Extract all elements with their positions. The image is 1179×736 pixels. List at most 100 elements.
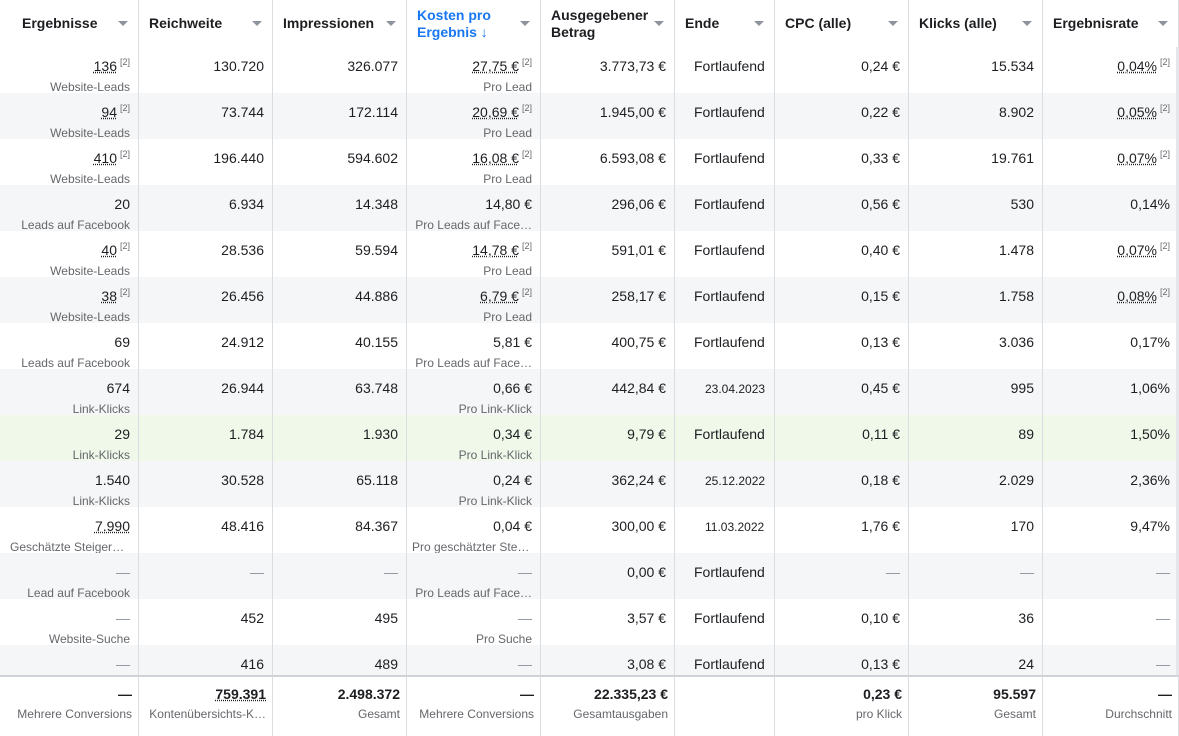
- cell-klicks-alle: 8.902: [909, 93, 1043, 139]
- cell-kosten-pro-ergebnis: 0,24 € Pro Link-Klick: [407, 461, 541, 508]
- cell-kosten-pro-ergebnis: — Pro Leads auf Face…: [407, 553, 541, 600]
- value-text: —: [1158, 686, 1172, 702]
- chevron-down-icon[interactable]: [520, 21, 530, 26]
- column-header-ende[interactable]: Ende: [675, 0, 775, 47]
- value-text[interactable]: 38: [101, 288, 117, 304]
- cell-sublabel: Pro Lead: [483, 310, 532, 324]
- value-text[interactable]: 6,79 €: [480, 288, 519, 304]
- table-row[interactable]: 136 [2] Website-Leads 130.720 326.077 27,75 €…: [0, 47, 1179, 94]
- table-row[interactable]: 38 [2] Website-Leads 26.456 44.886 6,79 € [2] P…: [0, 277, 1179, 324]
- table-row[interactable]: 69 Leads auf Facebook 24.912 40.155 5,81 € Pr…: [0, 323, 1179, 370]
- value-text[interactable]: 0,07%: [1117, 242, 1157, 258]
- value-text: 3,57 €: [627, 610, 666, 626]
- cell-value: 0,66 €: [493, 380, 532, 396]
- footer-ausgegebener-betrag: 22.335,23 € Gesamtausgaben: [541, 677, 675, 736]
- value-text[interactable]: 16,08 €: [472, 150, 519, 166]
- table-row[interactable]: 29 Link-Klicks 1.784 1.930 0,34 € Pro Link-Kl…: [0, 415, 1179, 462]
- footnote-marker[interactable]: [2]: [521, 57, 532, 67]
- chevron-down-icon[interactable]: [1022, 21, 1032, 26]
- column-header-ergebnisrate[interactable]: Ergebnisrate: [1043, 0, 1179, 47]
- footnote-marker[interactable]: [2]: [1159, 287, 1170, 297]
- cell-value: 1,50%: [1130, 426, 1170, 442]
- cell-value: 6.593,08 €: [600, 150, 666, 166]
- table-row[interactable]: 674 Link-Klicks 26.944 63.748 0,66 € Pro Link…: [0, 369, 1179, 416]
- value-text: 1.784: [228, 426, 264, 442]
- footnote-marker[interactable]: [2]: [119, 149, 130, 159]
- column-header-label: Ergebnisse: [22, 15, 98, 31]
- table-row[interactable]: 410 [2] Website-Leads 196.440 594.602 16,08 €…: [0, 139, 1179, 186]
- chevron-down-icon[interactable]: [252, 21, 262, 26]
- table-row[interactable]: 7.990 Geschätzte Steigeru… 48.416 84.367 0,0…: [0, 507, 1179, 554]
- footnote-marker[interactable]: [2]: [1159, 103, 1170, 113]
- cell-reichweite: 416: [139, 645, 273, 691]
- value-text[interactable]: 20,69 €: [472, 104, 519, 120]
- value-text: 0,24 €: [861, 58, 900, 74]
- cell-kosten-pro-ergebnis: 14,80 € Pro Leads auf Face…: [407, 185, 541, 232]
- cell-sublabel: Pro geschätzter Stei…: [412, 540, 532, 554]
- footnote-marker[interactable]: [2]: [521, 241, 532, 251]
- value-text[interactable]: 759.391: [215, 686, 266, 702]
- value-text[interactable]: 0,07%: [1117, 150, 1157, 166]
- column-header-ausgegebener-betrag[interactable]: Ausgegebener Betrag: [541, 0, 675, 47]
- value-text: Fortlaufend: [694, 610, 765, 626]
- chevron-down-icon[interactable]: [888, 21, 898, 26]
- value-text: 22.335,23 €: [594, 686, 668, 702]
- footnote-marker[interactable]: [2]: [1159, 241, 1170, 251]
- value-text: 48.416: [221, 518, 264, 534]
- cell-value: Fortlaufend: [694, 104, 765, 120]
- cell-ende: Fortlaufend: [675, 47, 775, 93]
- footnote-marker[interactable]: [2]: [1159, 149, 1170, 159]
- cell-kosten-pro-ergebnis: — Pro Suche: [407, 599, 541, 646]
- vertical-scrollbar[interactable]: [1176, 47, 1179, 675]
- table-row[interactable]: 1.540 Link-Klicks 30.528 65.118 0,24 € Pro Li…: [0, 461, 1179, 508]
- cell-reichweite: 26.944: [139, 369, 273, 415]
- value-text[interactable]: 136: [93, 58, 117, 74]
- column-header-cpc-alle[interactable]: CPC (alle): [775, 0, 909, 47]
- cell-ausgegebener-betrag: 400,75 €: [541, 323, 675, 369]
- cell-kosten-pro-ergebnis: 20,69 € [2] Pro Lead: [407, 93, 541, 140]
- value-text[interactable]: 7.990: [94, 518, 130, 534]
- cell-impressionen: 84.367: [273, 507, 407, 553]
- footnote-marker[interactable]: [2]: [119, 57, 130, 67]
- footer-value: —: [520, 686, 534, 702]
- footnote-marker[interactable]: [2]: [521, 287, 532, 297]
- column-header-reichweite[interactable]: Reichweite: [139, 0, 273, 47]
- footnote-marker[interactable]: [2]: [119, 241, 130, 251]
- cell-value: 594.602: [347, 150, 398, 166]
- chevron-down-icon[interactable]: [1158, 21, 1168, 26]
- cell-ende: Fortlaufend: [675, 599, 775, 645]
- footer-value: 95.597: [993, 686, 1036, 702]
- column-header-kosten-pro-ergebnis[interactable]: Kosten pro Ergebnis ↓: [407, 0, 541, 47]
- value-text[interactable]: 0,08%: [1117, 288, 1157, 304]
- value-text[interactable]: 410: [93, 150, 117, 166]
- table-row[interactable]: — Lead auf Facebook — — — Pro Leads auf Face……: [0, 553, 1179, 600]
- table-row[interactable]: — Website-Suche 452 495 — Pro Suche 3,57 € Fort…: [0, 599, 1179, 646]
- value-text[interactable]: 94: [101, 104, 117, 120]
- footnote-marker[interactable]: [2]: [1159, 57, 1170, 67]
- column-header-ergebnisse[interactable]: Ergebnisse: [0, 0, 139, 47]
- cell-value: 63.748: [355, 380, 398, 396]
- footnote-marker[interactable]: [2]: [521, 103, 532, 113]
- footnote-marker[interactable]: [2]: [119, 287, 130, 297]
- table-row[interactable]: 20 Leads auf Facebook 6.934 14.348 14,80 € Pr…: [0, 185, 1179, 232]
- table-row[interactable]: 40 [2] Website-Leads 28.536 59.594 14,78 € [2]…: [0, 231, 1179, 278]
- value-text[interactable]: 0,05%: [1117, 104, 1157, 120]
- value-text: 362,24 €: [611, 472, 667, 488]
- value-text[interactable]: 27,75 €: [472, 58, 519, 74]
- value-text[interactable]: 14,78 €: [472, 242, 519, 258]
- chevron-down-icon[interactable]: [118, 21, 128, 26]
- table-row[interactable]: 94 [2] Website-Leads 73.744 172.114 20,69 € [2…: [0, 93, 1179, 140]
- column-header-klicks-alle[interactable]: Klicks (alle): [909, 0, 1043, 47]
- column-header-impressionen[interactable]: Impressionen: [273, 0, 407, 47]
- value-text[interactable]: 40: [101, 242, 117, 258]
- footnote-marker[interactable]: [2]: [119, 103, 130, 113]
- chevron-down-icon[interactable]: [654, 21, 664, 26]
- cell-ergebnisrate: 1,06%: [1043, 369, 1179, 415]
- cell-value: 442,84 €: [612, 380, 667, 396]
- cell-value: —: [250, 564, 264, 580]
- chevron-down-icon[interactable]: [386, 21, 396, 26]
- cell-sublabel: Website-Leads: [50, 126, 130, 140]
- footnote-marker[interactable]: [2]: [521, 149, 532, 159]
- chevron-down-icon[interactable]: [754, 21, 764, 26]
- value-text[interactable]: 0,04%: [1117, 58, 1157, 74]
